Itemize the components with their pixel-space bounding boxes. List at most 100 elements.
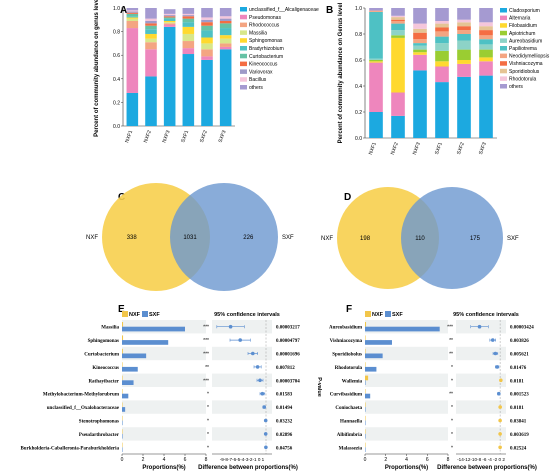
significance-stars: * [451,432,453,438]
legend-swatch [500,38,507,43]
category-label: Stenotrophomonas [79,420,119,425]
bar-sxf [122,380,134,385]
bar-sxf [122,433,123,439]
bar-segment-neodidymelliopsis [413,39,427,44]
bar-segment-pseudomonas [182,48,195,55]
bar-segment-sphingomonas [182,26,195,34]
p-value: 0.00003704 [276,379,300,384]
category-label: Curtobacterium [84,353,120,358]
legend-swatch [500,84,507,89]
x-tick-label: SXF2 [199,129,209,143]
row-stripe [365,400,448,414]
x-axis-label: Difference between proportions(%) [198,465,298,471]
bar-segment-alternaria [391,92,405,116]
bar-segment-kineococcus [126,12,139,14]
bar-segment-unclassified-f-alcaligenaceae [126,92,139,126]
category-label: Hannaella [340,420,362,425]
legend-entry: Bradyrhizobium [249,46,284,52]
bar-segment-bradyrhizobium [219,28,232,36]
bar-segment-kineococcus [219,20,232,24]
bar-segment-aureobasidium [479,44,493,50]
bar-segment-apiotrichum [457,49,471,60]
bar-segment-others [201,8,213,18]
panel-label: E [118,304,125,315]
legend-swatch [240,38,247,43]
x-tick-label: NXF2 [390,141,400,155]
bar-segment-massilia [145,38,157,43]
bar-segment-sphingomonas [163,20,176,23]
legend-swatch [500,15,507,21]
bar-segment-massilia [219,38,232,44]
legend-swatch [500,53,507,59]
bar-segment-neodidymelliopsis [479,35,493,40]
bar-segment-filobasidium [435,61,449,67]
x-tick-label: NXF2 [143,129,153,143]
bar-segment-alternaria [457,63,471,77]
significance-stars: * [451,378,453,384]
bar-segment-kineococcus [163,16,176,18]
bar-segment-bacillus [201,17,213,20]
bar-segment-curtobacterium [182,18,195,23]
legend-swatch [240,61,247,67]
bar-segment-rhodotorula [479,22,493,27]
significance-stars: * [207,392,209,398]
bar-segment-kineococcus [182,16,195,19]
significance-stars: * [451,365,453,371]
bar-segment-kineococcus [145,23,157,26]
bar-segment-sphingomonas [201,37,213,44]
bar-segment-papiliotrema [391,23,405,31]
p-value: 0.01583 [276,393,293,398]
category-label: Burkholderia-Caballeronia-Paraburkholder… [20,446,119,451]
bar-segment-cladosporium [413,70,427,138]
ci-point [493,351,498,356]
bar-segment-others [413,8,427,24]
bar-segment-rhodotorula [413,23,427,29]
significance-stars: * [207,419,209,425]
row-stripe [212,373,272,387]
bar-segment-others [219,8,232,17]
category-label: Vishniacozyma [330,339,363,344]
p-value: 0.007812 [276,366,295,371]
bar-sxf [122,366,138,372]
significance-stars: *** [203,325,209,331]
significance-stars: * [207,405,209,411]
legend-swatch [240,46,247,51]
venn-unique-count: 175 [470,236,481,242]
bar-segment-bradyrhizobium [201,30,213,38]
bar-segment-apiotrichum [479,49,493,58]
legend-entry: Filobasidium [509,23,537,29]
bar-nxf [365,375,369,381]
y-axis-label: Percent of community abundance on genus … [94,0,100,137]
bar-nxf [365,429,366,434]
bar-segment-papiliotrema [435,36,449,44]
x-axis-label: Proportions(%) [385,465,428,471]
x-tick-label: 6 [184,457,187,463]
bar-segment-curtobacterium [126,13,139,17]
bar-segment-aureobasidium [413,45,427,50]
bar-nxf [122,362,123,367]
legend-swatch [240,53,247,59]
ci-point [499,378,503,383]
bar-segment-aureobasidium [435,43,449,51]
bar-segment-others [163,9,176,14]
category-label: Rathayibacter [88,379,119,384]
bar-segment-pseudomonas [219,46,232,50]
ci-point [498,432,502,436]
bar-segment-others [182,8,195,14]
venn-circle-sxf [170,183,278,291]
row-stripe [122,427,206,441]
bar-sxf [365,366,377,372]
x-tick-label: 2 [384,457,387,463]
bar-segment-papiliotrema [413,43,427,46]
x-tick-label: NXF3 [412,141,422,155]
bar-segment-pseudomonas [126,28,139,93]
row-stripe [456,346,506,361]
row-stripe [456,373,506,387]
legend-entry: Cladosporium [509,8,540,14]
significance-stars: *** [447,325,453,331]
p-value: 0.003619 [510,433,529,438]
bar-segment-bradyrhizobium [182,22,195,27]
x-tick-label: 8 [205,457,208,463]
significance-stars: *** [203,352,209,358]
